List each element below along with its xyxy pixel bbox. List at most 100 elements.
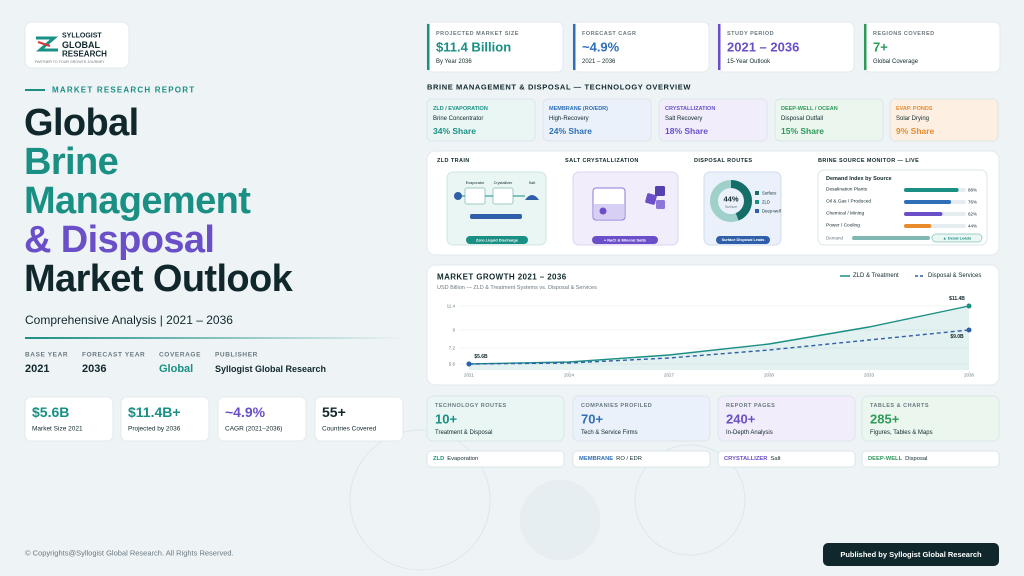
stat-label: Market Size 2021: [32, 426, 83, 433]
legend-label: ZLD & Treatment: [853, 273, 899, 279]
icon-conveyor: [470, 214, 522, 219]
tag: [717, 450, 856, 468]
tech-desc: High-Recovery: [549, 116, 589, 122]
chart-subtitle: USD Billion — ZLD & Treatment Systems vs…: [437, 285, 597, 291]
monitor-label: Chemical / Mining: [826, 211, 864, 217]
fact-note: Treatment & Disposal: [435, 430, 492, 436]
publisher-badge: [823, 543, 999, 566]
tech-share: 9% Share: [896, 126, 935, 136]
eyebrow: MARKET RESEARCH REPORT: [52, 86, 195, 95]
stat-label: Projected by 2036: [128, 426, 181, 433]
tech-share: 34% Share: [433, 126, 476, 136]
tech-name: MEMBRANE (RO/EDR): [549, 106, 608, 112]
icon-node: [454, 192, 462, 200]
fact-note: In-Depth Analysis: [726, 430, 773, 436]
caption-pill: [716, 236, 770, 244]
icon-crystal: [599, 207, 607, 215]
stat-card: [24, 396, 114, 442]
kpi-accent: [864, 24, 867, 70]
tech-card: [426, 98, 536, 142]
bar: [904, 212, 943, 216]
monitor-label: Desalination Plants: [826, 187, 868, 193]
x-tick-label: 2030: [764, 373, 775, 378]
monitor-value: 76%: [968, 200, 977, 205]
kpi-label: FORECAST CAGR: [582, 31, 636, 37]
meta-value: 2036: [82, 363, 106, 375]
icon-liquid: [594, 204, 624, 219]
logo-text: SYLLOGIST: [62, 33, 102, 40]
meta-label: COVERAGE: [159, 352, 201, 359]
tech-card: [658, 98, 768, 142]
kpi-note: 2021 – 2036: [582, 59, 616, 65]
line: [468, 305, 970, 365]
stat-value: $5.6B: [32, 404, 69, 420]
tech-name: ZLD / EVAPORATION: [433, 106, 488, 112]
tech-card: [542, 98, 652, 142]
kpi-value: 2021 – 2036: [727, 40, 799, 55]
point: [966, 303, 972, 309]
donut-segment: [710, 180, 752, 222]
tech-name: EVAP. PONDS: [896, 106, 933, 112]
icon-cube: [656, 200, 665, 209]
legend-label: Deep-well: [762, 209, 781, 214]
meta-value: Syllogist Global Research: [215, 364, 326, 374]
monitor-value: 88%: [968, 188, 977, 193]
kpi-note: 15-Year Outlook: [727, 59, 771, 65]
tech-card: [774, 98, 884, 142]
x-tick-label: 2027: [664, 373, 675, 378]
panel-title: SALT CRYSTALLIZATION: [565, 158, 639, 164]
donut-value: 44%: [723, 195, 738, 204]
tag-key: ZLD: [433, 456, 444, 462]
panel-title: ZLD TRAIN: [437, 158, 470, 164]
bar: [904, 200, 952, 204]
logo-icon: [37, 41, 51, 47]
bar: [904, 224, 932, 228]
tech-name: CRYSTALLIZATION: [665, 106, 715, 112]
kpi-label: REGIONS COVERED: [873, 31, 935, 37]
legend-swatch: [755, 209, 759, 213]
stat-value: 55+: [322, 404, 346, 420]
tech-desc: Disposal Outfall: [781, 116, 823, 122]
kpi-value: 7+: [873, 40, 888, 55]
monitor-value: 44%: [968, 224, 977, 229]
tech-share: 18% Share: [665, 126, 708, 136]
fact-note: Tech & Service Firms: [581, 430, 638, 436]
publisher-text: Published by Syllogist Global Research: [840, 550, 982, 559]
fact-value: 10+: [435, 412, 457, 427]
monitor-heading: Demand Index by Source: [826, 176, 892, 182]
icon-crystallizer: [492, 187, 514, 205]
kpi-note: By Year 2036: [436, 59, 472, 65]
fact-label: REPORT PAGES: [726, 403, 775, 409]
fact-note: Figures, Tables & Maps: [870, 430, 933, 436]
meta-label: FORECAST YEAR: [82, 352, 145, 359]
area: [469, 306, 969, 370]
hero-title-line: Market Outlook: [24, 258, 294, 300]
logo-card: [24, 21, 130, 69]
stat-label: Countries Covered: [322, 426, 377, 433]
tech-name: DEEP-WELL / OCEAN: [781, 106, 838, 112]
tech-card: [889, 98, 999, 142]
tag-key: CRYSTALLIZER: [724, 456, 768, 462]
kpi-accent: [427, 24, 430, 70]
stat-value: $11.4B+: [128, 404, 181, 420]
tag-text: Salt: [770, 456, 780, 462]
tag-text: RO / EDR: [616, 456, 642, 462]
decor-circle: [634, 444, 746, 556]
y-tick-label: 5.6: [449, 362, 456, 367]
diagram-label: Salt: [529, 181, 536, 185]
caption-pill: [592, 236, 658, 244]
decor-circle: [349, 429, 491, 571]
fact-value: 285+: [870, 412, 900, 427]
panel-title: DISPOSAL ROUTES: [694, 158, 752, 164]
data-label: $5.6B: [474, 354, 488, 360]
logo-text: RESEARCH: [62, 50, 107, 59]
donut-sub: Surface: [725, 205, 737, 209]
fact-label: TECHNOLOGY ROUTES: [435, 403, 507, 409]
hero-title-line: & Disposal: [24, 219, 214, 261]
fact-label: COMPANIES PROFILED: [581, 403, 652, 409]
icon-evaporator: [464, 187, 486, 205]
x-tick-label: 2021: [464, 373, 475, 378]
tech-desc: Salt Recovery: [665, 116, 702, 122]
meta-value: 2021: [25, 363, 49, 375]
kpi-accent: [573, 24, 576, 70]
